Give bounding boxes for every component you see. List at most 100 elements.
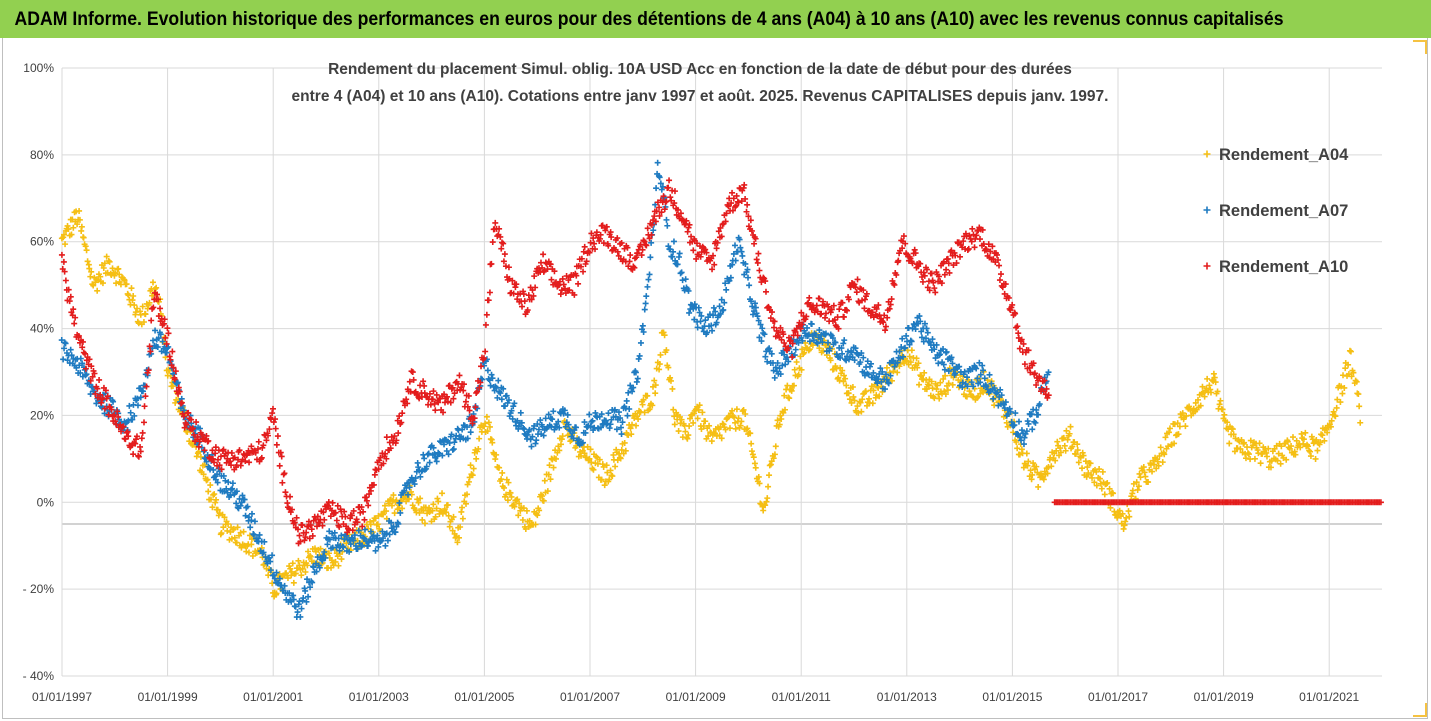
data-point — [949, 360, 956, 367]
data-point — [395, 430, 402, 437]
data-point — [906, 341, 913, 348]
data-point — [726, 425, 733, 432]
data-point — [733, 192, 740, 199]
data-point — [499, 469, 506, 476]
data-point — [759, 325, 766, 332]
data-point — [942, 372, 949, 379]
data-point — [960, 238, 967, 245]
data-point — [1041, 377, 1048, 384]
data-point — [900, 353, 907, 360]
data-point — [974, 375, 981, 382]
data-point — [384, 537, 391, 544]
data-point — [477, 379, 484, 386]
series-rendement-a07 — [58, 159, 1052, 621]
data-point — [964, 246, 971, 253]
data-point — [242, 458, 249, 465]
data-point — [589, 417, 596, 424]
data-point — [201, 447, 208, 454]
data-point — [782, 361, 789, 368]
data-point — [394, 417, 401, 424]
resize-handle-bottom-right[interactable] — [1413, 703, 1427, 717]
data-point — [503, 392, 510, 399]
data-point — [997, 271, 1004, 278]
data-point — [1023, 428, 1030, 435]
data-point — [439, 452, 446, 459]
data-point — [963, 374, 970, 381]
data-point — [105, 411, 112, 418]
data-point — [1300, 436, 1307, 443]
data-point — [110, 398, 117, 405]
data-point — [563, 273, 570, 280]
data-point — [678, 269, 685, 276]
data-point — [82, 372, 89, 379]
data-point — [795, 371, 802, 378]
data-point — [171, 376, 178, 383]
data-point — [493, 451, 500, 458]
data-point — [778, 336, 785, 343]
data-point — [956, 363, 963, 370]
data-point — [713, 319, 720, 326]
data-point — [920, 269, 927, 276]
data-point — [1337, 399, 1344, 406]
data-point — [969, 393, 976, 400]
resize-handle-top-right[interactable] — [1413, 40, 1427, 54]
data-point — [94, 385, 101, 392]
data-point — [62, 241, 69, 248]
data-point — [367, 487, 374, 494]
data-point — [459, 515, 466, 522]
data-point — [859, 297, 866, 304]
data-point — [246, 459, 253, 466]
data-point — [1045, 392, 1052, 399]
data-point — [309, 532, 316, 539]
data-point — [1312, 455, 1319, 462]
data-point — [918, 373, 925, 380]
data-point — [784, 354, 791, 361]
data-point — [193, 419, 200, 426]
data-point — [684, 228, 691, 235]
data-point — [716, 432, 723, 439]
data-point — [102, 387, 109, 394]
data-point — [133, 436, 140, 443]
data-point — [266, 426, 273, 433]
data-point — [926, 287, 933, 294]
data-point — [388, 519, 395, 526]
data-point — [805, 331, 812, 338]
data-point — [1104, 479, 1111, 486]
data-point — [748, 448, 755, 455]
data-point — [745, 213, 752, 220]
data-point — [94, 287, 101, 294]
data-point — [1014, 323, 1021, 330]
data-point — [204, 476, 211, 483]
data-point — [220, 446, 227, 453]
data-point — [1025, 347, 1032, 354]
data-point — [540, 497, 547, 504]
data-point — [953, 260, 960, 267]
data-point — [533, 437, 540, 444]
data-point — [307, 522, 314, 529]
data-point — [1165, 429, 1172, 436]
data-point — [293, 514, 300, 521]
data-point — [1018, 427, 1025, 434]
data-point — [393, 497, 400, 504]
legend-label: Rendement_A04 — [1219, 146, 1349, 164]
data-point — [503, 491, 510, 498]
data-point — [235, 532, 242, 539]
data-point — [76, 207, 83, 214]
data-point — [227, 458, 234, 465]
data-point — [60, 258, 67, 265]
data-point — [599, 461, 606, 468]
data-point — [1031, 370, 1038, 377]
data-point — [460, 387, 467, 394]
data-point — [827, 357, 834, 364]
data-point — [578, 255, 585, 262]
data-point — [212, 444, 219, 451]
data-point — [531, 422, 538, 429]
data-point — [128, 285, 135, 292]
data-point — [756, 334, 763, 341]
data-point — [710, 304, 717, 311]
data-point — [559, 433, 566, 440]
data-point — [430, 444, 437, 451]
data-point — [383, 530, 390, 537]
data-point — [227, 486, 234, 493]
data-point — [894, 369, 901, 376]
